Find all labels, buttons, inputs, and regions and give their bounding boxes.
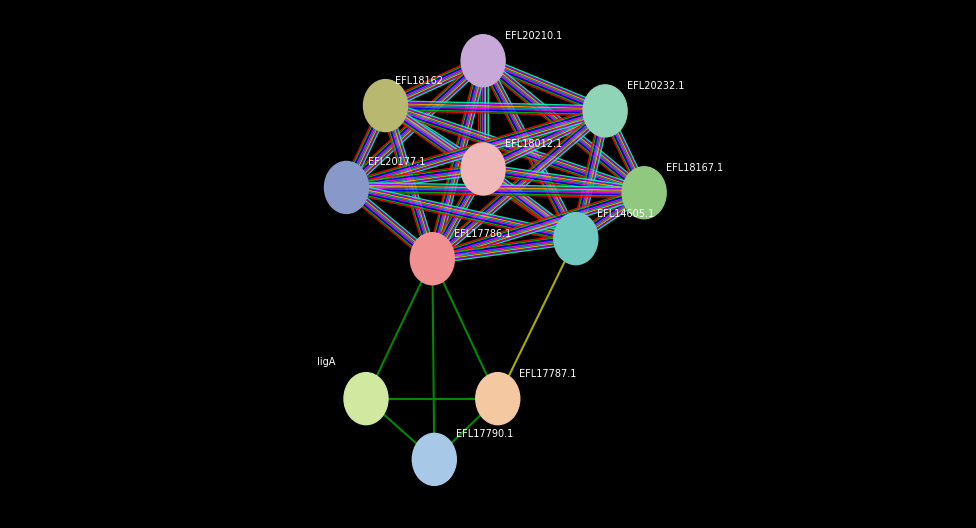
Ellipse shape bbox=[583, 85, 628, 137]
Ellipse shape bbox=[344, 373, 388, 425]
Text: EFL18162: EFL18162 bbox=[395, 76, 443, 86]
Text: IigA: IigA bbox=[317, 357, 336, 367]
Ellipse shape bbox=[461, 143, 506, 195]
Text: EFL14605.1: EFL14605.1 bbox=[597, 209, 655, 219]
Ellipse shape bbox=[475, 373, 520, 425]
Text: EFL18167.1: EFL18167.1 bbox=[666, 163, 723, 173]
Ellipse shape bbox=[622, 167, 667, 219]
Text: EFL20232.1: EFL20232.1 bbox=[627, 81, 684, 91]
Ellipse shape bbox=[363, 80, 408, 131]
Text: EFL18012.1: EFL18012.1 bbox=[505, 139, 562, 149]
Ellipse shape bbox=[412, 433, 457, 485]
Text: EFL20177.1: EFL20177.1 bbox=[368, 157, 426, 167]
Text: EFL17786.1: EFL17786.1 bbox=[454, 229, 511, 239]
Ellipse shape bbox=[553, 213, 598, 265]
Ellipse shape bbox=[324, 162, 369, 213]
Text: EFL20210.1: EFL20210.1 bbox=[505, 31, 562, 41]
Text: EFL17790.1: EFL17790.1 bbox=[456, 429, 513, 439]
Ellipse shape bbox=[410, 233, 455, 285]
Ellipse shape bbox=[461, 35, 506, 87]
Text: EFL17787.1: EFL17787.1 bbox=[519, 369, 577, 379]
